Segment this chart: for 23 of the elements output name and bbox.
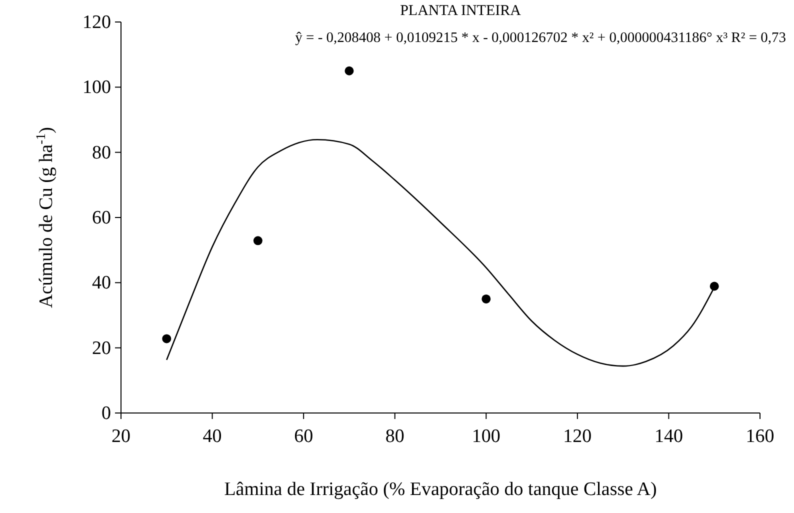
y-tick-label: 120	[82, 12, 111, 33]
point	[710, 282, 719, 291]
y-tick-label: 60	[92, 208, 111, 228]
y-tick-label: 80	[92, 142, 111, 164]
y-tick-label: 100	[82, 77, 111, 98]
x-tick-label: 80	[385, 426, 404, 447]
x-tick-label: 40	[202, 426, 222, 447]
point	[344, 66, 354, 76]
y-tick-label: 20	[92, 338, 111, 359]
x-tick-label: 100	[472, 426, 500, 447]
x-tick-label: 60	[294, 426, 314, 447]
point	[162, 334, 172, 344]
chart-title: PLANTA INTEIRA	[400, 3, 522, 19]
annotation: ŷ = - 0,208408 + 0,0109215 * x - 0,000126702 * x² + 0,000000431186° x³ R² = 0,73	[295, 30, 786, 46]
x-tick-label: 120	[563, 426, 592, 447]
x-tick-label: 140	[654, 426, 683, 447]
y-tick-label: 0	[102, 403, 111, 424]
x-tick-label: 160	[746, 426, 774, 447]
x-axis-title: Lâmina de Irrigação (% Evaporação do tanque Classe A)	[224, 479, 657, 500]
x-tick-label: 20	[112, 426, 130, 447]
point	[253, 236, 262, 246]
point	[482, 294, 491, 304]
y-tick-label: 40	[92, 272, 111, 294]
